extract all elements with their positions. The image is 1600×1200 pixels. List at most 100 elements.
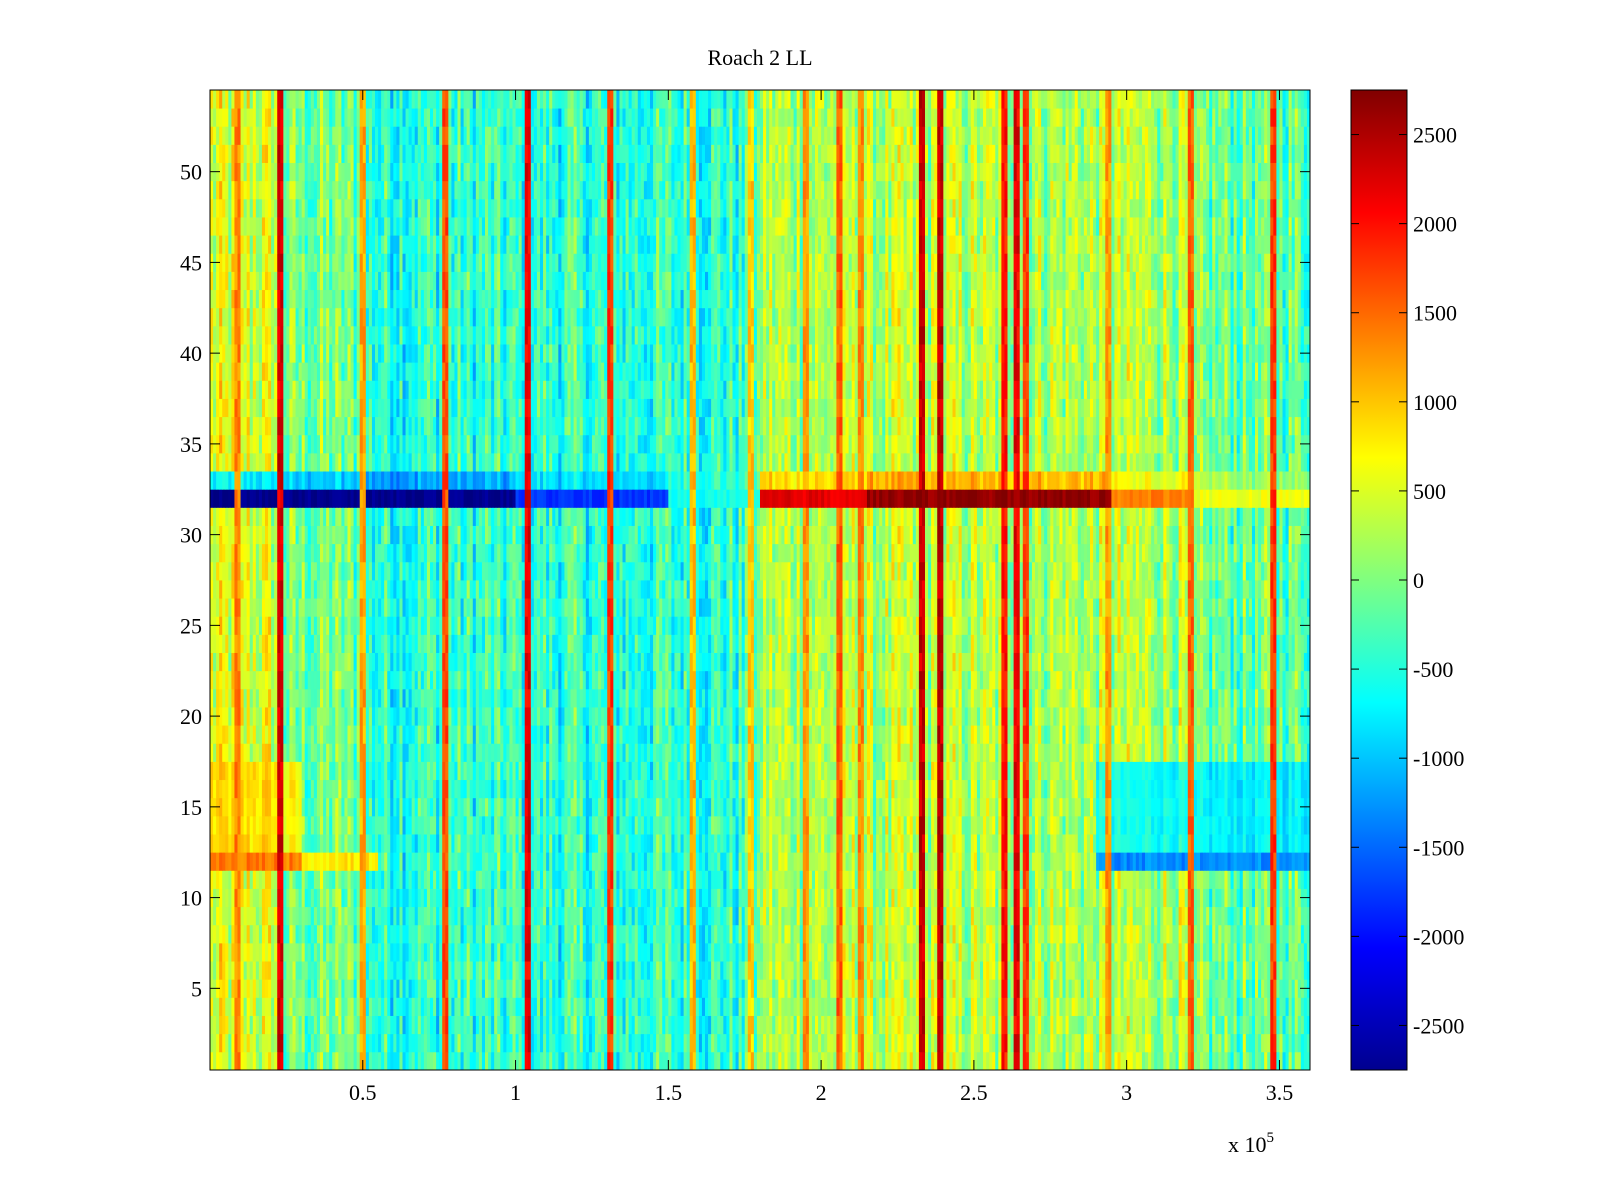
heatmap-cell: [381, 906, 385, 926]
heatmap-cell: [524, 906, 529, 926]
heatmap-cell: [497, 888, 501, 908]
heatmap-cell: [946, 906, 950, 926]
heatmap-cell: [640, 1033, 645, 1053]
heatmap-cell: [515, 906, 520, 926]
heatmap-cell: [463, 997, 468, 1016]
heatmap-cell: [906, 924, 911, 944]
heatmap-cell: [665, 924, 669, 944]
heatmap-cell: [1200, 979, 1204, 998]
heatmap-cell: [466, 888, 471, 908]
heatmap-cell: [1306, 924, 1311, 944]
heatmap-cell: [243, 1051, 248, 1071]
heatmap-cell: [1166, 1033, 1170, 1053]
heatmap-cell: [393, 961, 397, 980]
heatmap-cell: [430, 852, 434, 871]
heatmap-cell: [1273, 870, 1277, 889]
heatmap-cell: [543, 834, 547, 853]
heatmap-cell: [1105, 997, 1109, 1016]
heatmap-cell: [992, 852, 996, 871]
heatmap-cell: [393, 942, 397, 962]
heatmap-cell: [744, 852, 749, 871]
heatmap-cell: [1196, 888, 1201, 908]
heatmap-cell: [414, 1015, 419, 1035]
heatmap-cell: [1300, 1051, 1305, 1071]
heatmap-cell: [521, 979, 526, 998]
heatmap-cell: [338, 852, 342, 871]
heatmap-cell: [906, 961, 911, 980]
heatmap-cell: [921, 979, 926, 998]
heatmap-cell: [1099, 924, 1103, 944]
heatmap-cell: [457, 942, 461, 962]
heatmap-cell: [512, 906, 516, 926]
heatmap-cell: [646, 942, 651, 962]
heatmap-cell: [582, 924, 587, 944]
heatmap-cell: [723, 1015, 727, 1035]
heatmap-cell: [555, 834, 559, 853]
heatmap-cell: [967, 924, 972, 944]
heatmap-cell: [760, 1033, 764, 1053]
heatmap-cell: [335, 924, 339, 944]
heatmap-cell: [332, 815, 336, 835]
heatmap-cell: [335, 888, 339, 908]
heatmap-cell: [234, 1033, 238, 1053]
heatmap-cell: [570, 924, 575, 944]
heatmap-cell: [375, 1015, 379, 1035]
heatmap-cell: [1090, 1051, 1094, 1071]
heatmap-cell: [775, 942, 779, 962]
heatmap-cell: [411, 961, 416, 980]
heatmap-cell: [848, 1015, 853, 1035]
heatmap-cell: [268, 924, 272, 944]
heatmap-cell: [277, 1033, 281, 1053]
heatmap-cell: [591, 979, 596, 998]
heatmap-cell: [827, 1015, 831, 1035]
heatmap-cell: [381, 924, 385, 944]
heatmap-cell: [261, 1015, 266, 1035]
heatmap-cell: [558, 852, 562, 871]
heatmap-cell: [1044, 888, 1048, 908]
heatmap-cell: [613, 906, 617, 926]
heatmap-cell: [744, 888, 749, 908]
heatmap-cell: [625, 961, 630, 980]
heatmap-cell: [753, 961, 758, 980]
heatmap-cell: [931, 1015, 935, 1035]
heatmap-cell: [347, 1051, 351, 1071]
heatmap-cell: [249, 870, 254, 889]
heatmap-cell: [683, 870, 688, 889]
heatmap-cell: [766, 834, 770, 853]
heatmap-cell: [726, 924, 730, 944]
heatmap-cell: [411, 924, 416, 944]
heatmap-cell: [640, 870, 645, 889]
heatmap-cell: [1154, 924, 1158, 944]
heatmap-cell: [1080, 961, 1085, 980]
heatmap-cell: [928, 961, 932, 980]
heatmap-cell: [815, 997, 819, 1016]
heatmap-cell: [671, 852, 675, 871]
heatmap-cell: [356, 870, 361, 889]
heatmap-cell: [1215, 888, 1219, 908]
heatmap-cell: [726, 852, 730, 871]
heatmap-cell: [720, 870, 724, 889]
heatmap-cell: [448, 924, 452, 944]
heatmap-cell: [475, 1033, 480, 1053]
heatmap-cell: [265, 888, 269, 908]
heatmap-cell: [1111, 979, 1115, 998]
heatmap-cell: [228, 815, 232, 835]
heatmap-cell: [384, 924, 388, 944]
heatmap-cell: [1086, 997, 1091, 1016]
heatmap-cell: [726, 815, 730, 835]
heatmap-cell: [500, 979, 504, 998]
heatmap-cell: [316, 815, 321, 835]
heatmap-cell: [237, 924, 241, 944]
heatmap-cell: [347, 979, 351, 998]
heatmap-cell: [286, 1051, 290, 1071]
heatmap-cell: [830, 997, 834, 1016]
heatmap-cell: [497, 834, 501, 853]
heatmap-cell: [732, 924, 736, 944]
heatmap-cell: [1004, 815, 1008, 835]
heatmap-cell: [659, 1051, 663, 1071]
heatmap-cell: [222, 1015, 226, 1035]
heatmap-cell: [585, 942, 590, 962]
heatmap-cell: [515, 979, 520, 998]
heatmap-cell: [1053, 1033, 1057, 1053]
heatmap-cell: [1065, 834, 1070, 853]
